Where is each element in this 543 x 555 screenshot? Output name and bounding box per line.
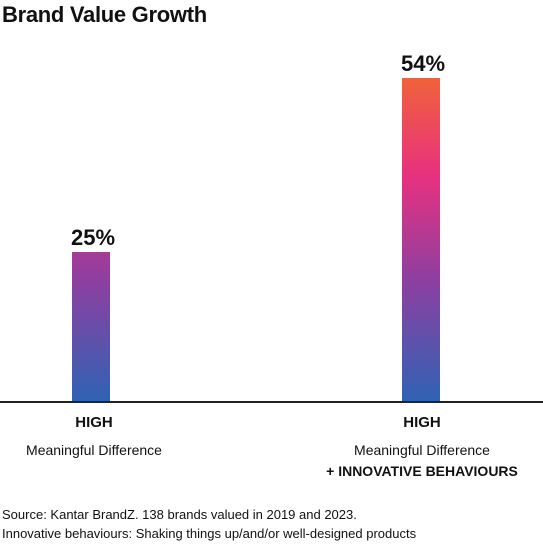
bar-2 (402, 78, 440, 402)
category-label-2-main: HIGH (403, 414, 441, 431)
bar-chart: 25% 54% (0, 51, 543, 403)
bar-value-label-1: 25% (71, 225, 115, 250)
definition-note: Innovative behaviours: Shaking things up… (2, 526, 417, 541)
chart-title: Brand Value Growth (2, 2, 207, 27)
source-note: Source: Kantar BrandZ. 138 brands valued… (2, 507, 357, 522)
bar-value-label-2: 54% (401, 51, 445, 76)
bar-1 (72, 252, 110, 402)
category-label-2-sub: Meaningful Difference (354, 442, 490, 458)
category-label-2-extra: + INNOVATIVE BEHAVIOURS (326, 463, 518, 479)
category-label-1-sub: Meaningful Difference (26, 442, 162, 458)
category-label-1-main: HIGH (75, 414, 113, 431)
